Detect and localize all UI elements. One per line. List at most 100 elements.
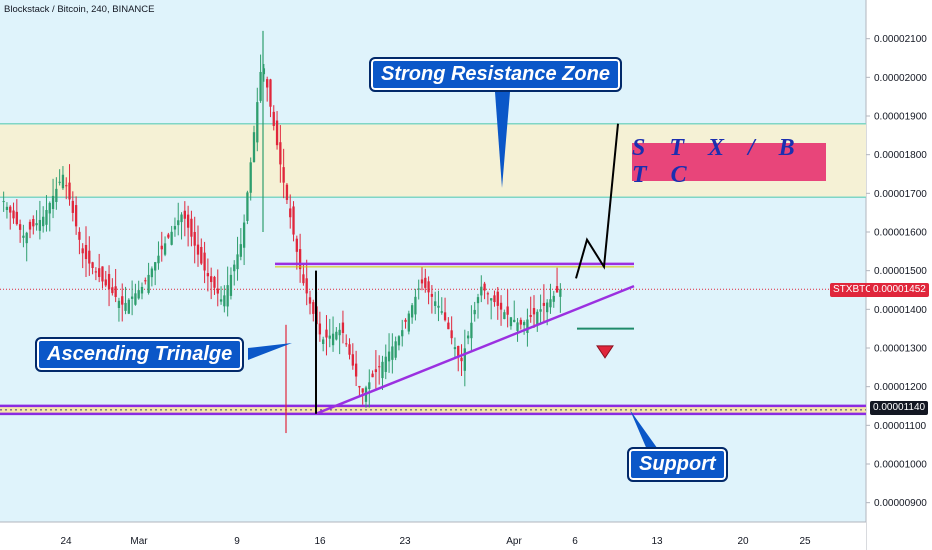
candle-body [124, 302, 127, 311]
candle-body [35, 223, 38, 226]
candle-body [529, 315, 532, 317]
candle-body [180, 214, 183, 223]
candle-body [549, 299, 552, 308]
candle-body [246, 192, 249, 221]
candle-body [331, 333, 335, 346]
candle-body [480, 286, 483, 296]
candle-body [519, 319, 522, 325]
candle-body [81, 248, 84, 254]
triangle-callout: Ascending Trinalge [35, 337, 245, 372]
candle-body [266, 79, 269, 88]
candle-body [121, 296, 124, 305]
candle-body [65, 185, 68, 187]
candle-body [5, 206, 9, 210]
candle-body [285, 184, 289, 200]
candle-body [68, 182, 71, 200]
resistance-callout: Strong Resistance Zone [369, 57, 622, 92]
support-callout-pointer [630, 410, 660, 452]
candle-body [463, 348, 466, 371]
candle-body [305, 278, 308, 294]
candle-body [183, 210, 186, 219]
candle-body [242, 222, 246, 248]
candle-body [312, 302, 315, 314]
candle-body [397, 336, 401, 346]
candle-body [256, 102, 259, 143]
y-tick-label: 0.00001800 [874, 150, 927, 161]
candle-body [384, 356, 387, 372]
candle-body [358, 385, 361, 388]
candle-body [88, 250, 91, 264]
candle-body [513, 319, 516, 323]
candle-body [239, 244, 242, 257]
candle-body [111, 287, 114, 294]
y-tick-label: 0.00000900 [874, 498, 927, 509]
candle-body [391, 346, 394, 360]
ascending-trendline [315, 284, 635, 415]
y-tick-label: 0.00001200 [874, 382, 927, 393]
candle-body [361, 388, 364, 393]
candle-body [473, 309, 476, 315]
candle-body [368, 382, 371, 390]
candle-body [559, 289, 562, 297]
x-tick-label: 24 [60, 536, 72, 547]
candle-body [526, 319, 529, 333]
candle-body [213, 276, 216, 288]
candle-body [546, 302, 549, 313]
candle-body [104, 279, 107, 286]
y-tick-label: 0.00001900 [874, 112, 927, 123]
candle-body [203, 252, 206, 271]
y-tick-label: 0.00002000 [874, 73, 927, 84]
candle-body [226, 285, 229, 307]
candle-body [457, 345, 460, 357]
candle-body [542, 302, 546, 306]
candle-body [177, 220, 180, 226]
price-axis-panel [866, 0, 932, 550]
support-band [0, 405, 866, 414]
candle-body [496, 291, 499, 306]
candle-body [470, 322, 473, 339]
candle-body [193, 231, 196, 246]
candle-body [190, 218, 193, 237]
candle-body [154, 262, 157, 271]
candle-body [394, 341, 397, 358]
candle-body [322, 339, 325, 344]
candle-body [335, 331, 338, 340]
candle-body [78, 231, 81, 240]
candle-body [555, 286, 559, 293]
candle-body [15, 211, 18, 225]
candle-body [374, 369, 378, 373]
candle-body [9, 206, 12, 213]
candle-body [186, 214, 190, 228]
candle-body [114, 286, 117, 297]
candle-body [269, 79, 272, 107]
candle-body [427, 281, 430, 293]
candle-body [371, 373, 374, 378]
candle-body [410, 305, 414, 318]
candle-body [61, 174, 65, 189]
candle-body [236, 254, 239, 270]
candle-body [282, 167, 285, 183]
candle-body [210, 276, 213, 283]
last-price-tag: 0.00001452 [870, 283, 929, 297]
candle-body [55, 188, 58, 203]
candle-body [259, 71, 262, 101]
candle-body [150, 268, 154, 278]
candle-body [328, 335, 331, 339]
candle-body [466, 335, 470, 339]
candle-body [140, 286, 144, 294]
candle-body [443, 312, 447, 321]
candle-body [137, 290, 140, 299]
candle-body [401, 330, 404, 337]
candle-body [22, 235, 25, 238]
candle-body [345, 343, 348, 345]
candle-body [147, 274, 150, 293]
candle-body [424, 277, 427, 288]
candle-body [387, 351, 391, 362]
candle-body [407, 313, 410, 332]
candle-body [84, 244, 88, 260]
candle-body [163, 243, 167, 255]
candle-body [420, 279, 424, 284]
candle-body [160, 245, 163, 250]
candle-body [127, 299, 130, 314]
candle-body [460, 357, 463, 362]
